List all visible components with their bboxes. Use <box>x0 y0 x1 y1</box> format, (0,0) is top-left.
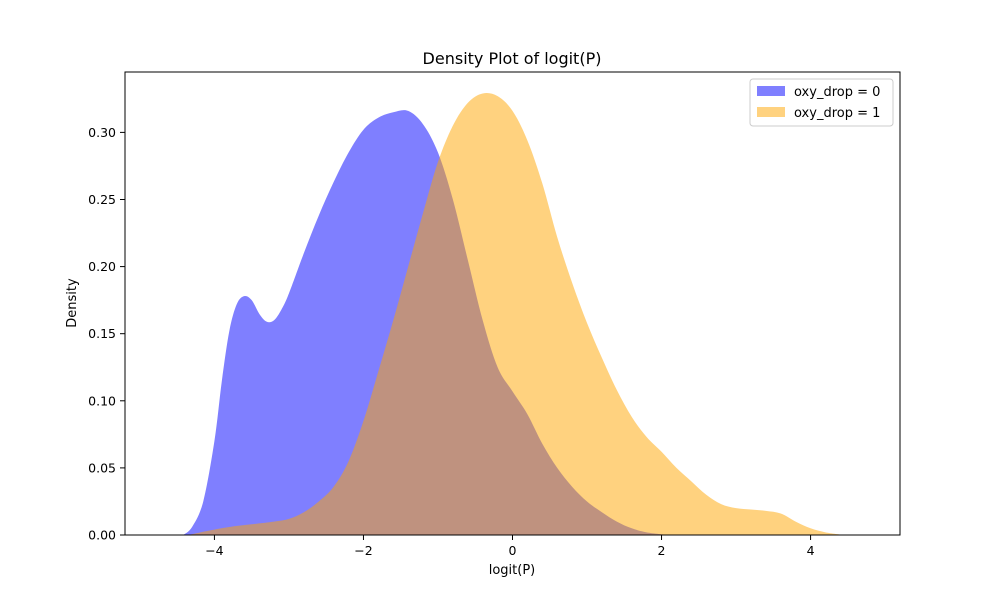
plot-frame <box>124 71 901 536</box>
x-tick-label: 2 <box>658 543 666 558</box>
plot-area <box>183 93 845 536</box>
y-tick-label: 0.30 <box>88 125 116 140</box>
legend: oxy_drop = 0 oxy_drop = 1 <box>749 78 894 127</box>
y-tick-label: 0.10 <box>88 393 116 408</box>
x-tick-label: 0 <box>509 543 517 558</box>
y-tick-label: 0.20 <box>88 259 116 274</box>
legend-box <box>749 78 894 127</box>
legend-label-1: oxy_drop = 1 <box>794 106 880 121</box>
x-tick-label: 4 <box>807 543 815 558</box>
legend-swatch-1 <box>757 107 785 117</box>
legend-swatch-0 <box>757 86 785 96</box>
x-tick-label: −2 <box>354 543 372 558</box>
y-tick-label: 0.15 <box>88 326 116 341</box>
y-tick-label: 0.00 <box>88 528 116 543</box>
y-axis-label: Density <box>65 278 80 328</box>
y-tick-label: 0.25 <box>88 192 116 207</box>
x-axis: −4 −2 0 2 4 <box>205 535 815 558</box>
y-axis: 0.00 0.05 0.10 0.15 0.20 0.25 0.30 <box>88 125 125 543</box>
chart-title: Density Plot of logit(P) <box>423 49 602 68</box>
legend-label-0: oxy_drop = 0 <box>794 85 880 100</box>
density-area-1 <box>188 93 845 536</box>
y-tick-label: 0.05 <box>88 460 116 475</box>
x-tick-label: −4 <box>205 543 223 558</box>
x-axis-label: logit(P) <box>489 563 536 578</box>
